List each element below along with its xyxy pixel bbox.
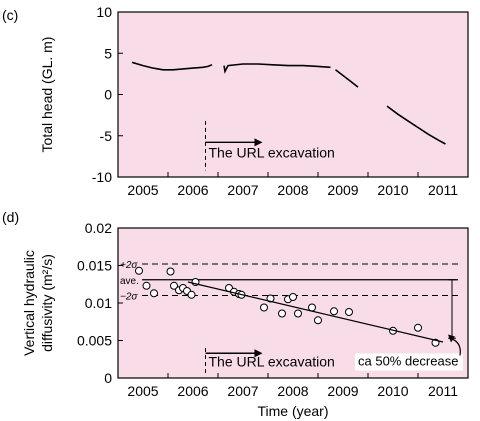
panel-d-y-tick-label: 0 [104,370,112,386]
panel-d-x-tick-label: 2005 [127,383,158,399]
panel-d-data-point [294,309,302,318]
panel-d-data-point [170,281,178,290]
panel-d-callout-group: ca 50% decrease [355,279,463,371]
panel-c-x-tick-label: 2005 [127,182,158,198]
panel-d-x-axis-label: Time (year) [257,403,328,419]
panel-d-x-tick-label: 2008 [277,383,308,399]
panel-d-reference-label: ave. [120,276,139,287]
panel-d-data-point [278,309,286,318]
panel-c-x-tick-label: 2007 [227,182,258,198]
panel-c-series [131,61,446,145]
panel-c-x-ticks: 2005 2006 2007 2008 2009 2010 2011 [127,172,458,198]
panel-d-reference-label: +2σ [120,260,138,271]
panel-d-x-tick-label: 2009 [327,383,358,399]
panel-d-data-point [314,316,322,325]
panel-d-arrowhead [254,349,263,358]
panel-d-data-point [166,267,175,276]
panel-d-x-tick-label: 2010 [377,383,408,399]
panel-d-y-ticks: 0.02 0.015 0.01 0.005 0 [77,220,123,386]
panel-d-label: (d) [2,209,19,225]
panel-d-annotation-group: The URL excavation [205,348,335,376]
panel-d-callout-arrowhead [448,334,455,343]
panel-c-plot-area [117,11,469,178]
panel-d-data-point [330,307,338,316]
panel-c-series-segment [223,63,331,74]
panel-c-y-tick-label: 10 [96,4,112,20]
panel-d-data-point [187,290,196,299]
panel-d-data-point [135,266,143,275]
panel-c-series-segment [386,105,446,145]
panel-c-y-ticks: 10 5 0 -5 -10 [92,4,123,185]
panel-d-y-tick-label: 0.01 [85,295,112,311]
panel-d-x-tick-label: 2006 [177,383,208,399]
panel-d-data-point [414,323,422,332]
panel-c-x-tick-label: 2011 [428,182,458,198]
panel-d-annotation: The URL excavation [209,354,335,370]
panel-d-x-tick-label: 2007 [227,383,258,399]
panel-d-x-tick-label: 2011 [428,383,458,399]
panel-c-y-axis-label: Total head (GL. m) [39,37,55,153]
panel-d-data-point [308,303,316,312]
panel-c-annotation: The URL excavation [209,144,335,160]
panel-d-trend-line [187,281,444,343]
panel-d: (d) 0.02 0.015 0.01 0.005 0 2005 2006 2007 2008… [2,209,469,419]
panel-c-label: (c) [2,7,18,23]
panel-d-x-ticks: 2005 2006 2007 2008 2009 2010 2011 [127,373,458,399]
panel-c-x-tick-label: 2006 [177,182,208,198]
panel-d-y-tick-label: 0.005 [77,333,112,349]
panel-d-plot-area [117,227,469,379]
panel-d-data-point [345,308,353,316]
panel-c-series-segment [131,61,213,71]
panel-d-data-point [260,303,268,312]
panel-d-data-point [289,293,297,301]
panel-c-arrowhead [254,138,263,147]
panel-d-callout: ca 50% decrease [358,354,458,369]
panel-c-x-tick-label: 2009 [327,182,358,198]
panel-d-y-axis-label-line1: Vertical hydraulic [21,250,37,356]
panel-c-annotation-group: The URL excavation [205,120,335,171]
panel-d-data-point [150,289,158,298]
panel-d-callout-box [355,353,463,371]
panel-c-y-tick-label: 5 [104,45,112,61]
panel-d-y-tick-label: 0.015 [77,258,112,274]
panel-d-y-axis-label-line2: diffusivity (m²/s) [39,254,55,352]
panel-c-y-tick-label: -10 [92,169,112,185]
panel-d-data-point [142,281,151,290]
panel-d-y-tick-label: 0.02 [85,220,112,236]
panel-c-y-tick-label: -5 [100,128,113,144]
panel-c-series-segment [335,69,359,88]
panel-c-x-tick-label: 2008 [277,182,308,198]
panel-d-reference-label: −2σ [120,292,138,303]
panel-c-x-tick-label: 2010 [377,182,408,198]
panel-c-y-tick-label: 0 [104,87,112,103]
